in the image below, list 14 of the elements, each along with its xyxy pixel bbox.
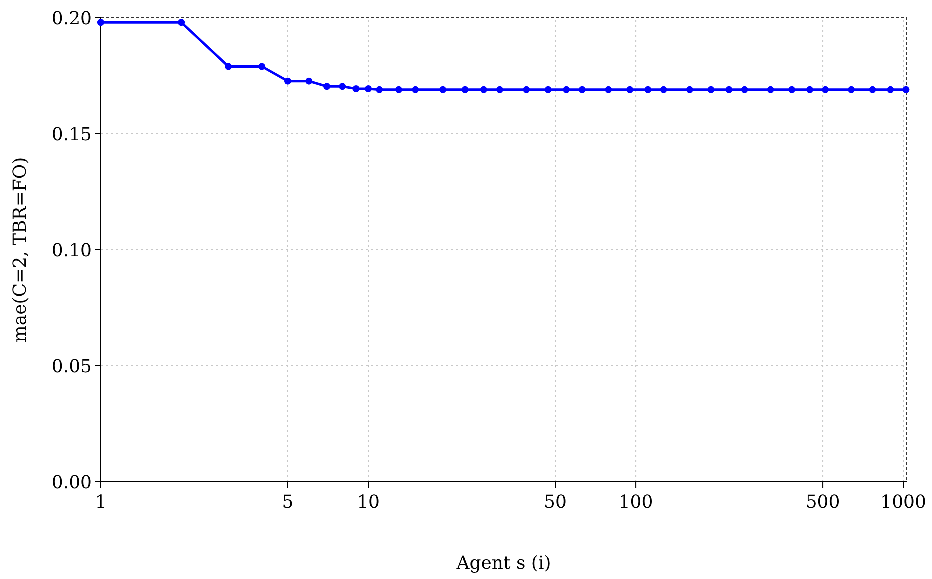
y-tick-label: 0.20 (52, 8, 92, 30)
x-tick-label: 500 (806, 492, 840, 513)
y-axis-title: mae(C=2, TBR=FO) (10, 157, 31, 343)
y-tick-label: 0.00 (52, 472, 92, 494)
y-tick-label: 0.15 (52, 124, 92, 146)
x-tick-label: 5 (282, 492, 294, 513)
x-tick-label: 1 (95, 492, 107, 513)
y-tick-label: 0.10 (52, 240, 92, 262)
x-tick-label: 1000 (880, 492, 926, 513)
x-tick-label: 50 (544, 492, 567, 513)
y-tick-label: 0.05 (52, 356, 92, 378)
x-tick-label: 10 (357, 492, 380, 513)
x-tick-label: 100 (618, 492, 654, 513)
x-axis-title: Agent s (i) (456, 553, 552, 574)
